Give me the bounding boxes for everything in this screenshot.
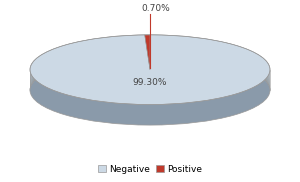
Polygon shape: [30, 35, 270, 71]
Ellipse shape: [30, 55, 270, 125]
Polygon shape: [30, 38, 270, 73]
Polygon shape: [30, 52, 270, 88]
Polygon shape: [30, 41, 270, 77]
Polygon shape: [30, 51, 270, 87]
Polygon shape: [30, 49, 270, 85]
Polygon shape: [30, 47, 270, 82]
Legend: Negative, Positive: Negative, Positive: [94, 161, 206, 177]
Polygon shape: [30, 42, 270, 77]
Polygon shape: [30, 53, 270, 88]
Polygon shape: [30, 49, 270, 84]
Text: 0.70%: 0.70%: [142, 4, 170, 13]
Polygon shape: [30, 48, 270, 84]
Polygon shape: [30, 35, 270, 104]
Polygon shape: [30, 51, 270, 86]
Polygon shape: [30, 48, 270, 83]
Polygon shape: [30, 46, 270, 82]
Polygon shape: [30, 36, 270, 71]
Polygon shape: [30, 41, 270, 76]
Polygon shape: [30, 43, 270, 78]
Polygon shape: [30, 37, 270, 72]
Polygon shape: [30, 54, 270, 90]
Polygon shape: [30, 55, 270, 90]
Polygon shape: [30, 46, 270, 81]
Polygon shape: [30, 37, 270, 73]
Polygon shape: [30, 50, 270, 86]
Polygon shape: [30, 39, 270, 75]
Polygon shape: [30, 54, 270, 89]
Polygon shape: [30, 39, 270, 74]
Polygon shape: [30, 36, 270, 72]
Polygon shape: [30, 53, 270, 89]
Polygon shape: [30, 43, 270, 78]
Polygon shape: [30, 35, 270, 70]
Polygon shape: [30, 44, 270, 80]
Polygon shape: [145, 35, 150, 70]
Polygon shape: [30, 38, 270, 74]
Polygon shape: [30, 40, 270, 75]
Text: 99.30%: 99.30%: [133, 78, 167, 87]
Polygon shape: [30, 52, 270, 87]
Polygon shape: [30, 50, 270, 85]
Polygon shape: [30, 43, 270, 79]
Polygon shape: [30, 41, 270, 76]
Polygon shape: [30, 45, 270, 80]
Polygon shape: [30, 47, 270, 82]
Polygon shape: [30, 45, 270, 80]
